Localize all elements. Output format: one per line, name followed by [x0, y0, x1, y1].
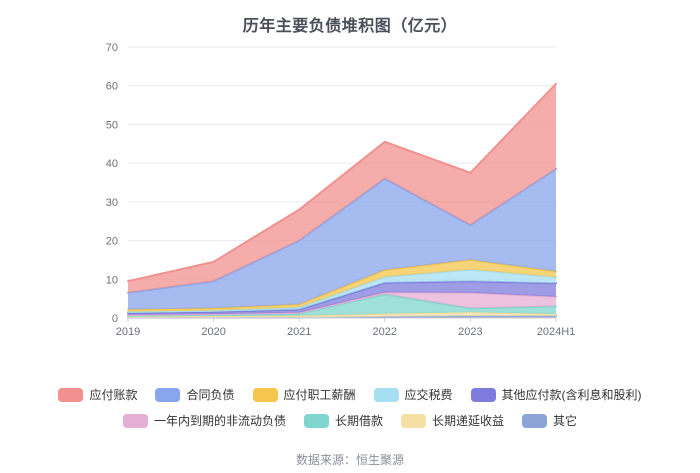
legend-item[interactable]: 长期借款 — [303, 412, 383, 429]
legend-marker — [522, 413, 548, 428]
area-top-line — [127, 258, 557, 311]
legend-item[interactable]: 一年内到期的非流动负债 — [122, 412, 286, 429]
legend-marker — [155, 387, 181, 402]
y-axis-label: 40 — [106, 158, 118, 170]
area-band — [128, 281, 556, 315]
legend-label: 应付职工薪酬 — [283, 388, 356, 402]
legend-item[interactable]: 其它 — [522, 412, 577, 429]
area-band — [128, 292, 556, 316]
y-axis-label: 50 — [106, 119, 118, 131]
legend-label: 应交税费 — [404, 388, 453, 402]
y-axis-label: 70 — [106, 42, 118, 54]
x-axis-label: 2022 — [373, 326, 397, 338]
data-source: 数据来源：恒生聚源 — [295, 453, 404, 467]
y-axis-label: 30 — [106, 197, 118, 209]
area-band — [128, 294, 556, 317]
legend-row: 一年内到期的非流动负债 长期借款 长期递延收益 其它 — [122, 412, 577, 429]
legend-marker — [303, 413, 329, 428]
legend-marker — [470, 387, 496, 402]
area-band — [128, 269, 556, 313]
legend-label: 一年内到期的非流动负债 — [153, 414, 286, 428]
legend-label: 长期借款 — [334, 414, 383, 428]
y-axis-label: 0 — [112, 313, 118, 325]
legend-item[interactable]: 合同负债 — [155, 386, 235, 403]
legend-label: 其它 — [553, 414, 578, 428]
legend-item[interactable]: 应付职工薪酬 — [252, 386, 356, 403]
legend-item[interactable]: 其他应付款(含利息和股利) — [470, 386, 642, 403]
x-axis-label: 2021 — [287, 326, 311, 338]
y-axis-label: 20 — [106, 236, 118, 248]
chart-title: 历年主要负债堆积图（亿元） — [242, 18, 458, 35]
x-axis-label: 2024H1 — [537, 326, 576, 338]
chart-svg: 0 10 20 30 40 50 60 70 2019 2020 2021 2022 2023 2024H… — [106, 42, 576, 338]
x-axis-label: 2020 — [201, 326, 225, 338]
legend-label: 长期递延收益 — [432, 414, 505, 428]
y-axis-label: 10 — [106, 274, 118, 286]
legend-item[interactable]: 应付账款 — [58, 386, 137, 403]
legend: 应付账款 合同负债 应付职工薪酬 应交税费 其他应付款(含利息和股利) 一年内到期的非流动… — [0, 386, 700, 429]
legend-item[interactable]: 应交税费 — [373, 386, 453, 403]
legend-marker — [252, 387, 278, 402]
y-axis-label: 60 — [106, 81, 118, 93]
area-top-line — [127, 82, 557, 283]
legend-marker — [58, 387, 84, 402]
legend-item[interactable]: 长期递延收益 — [401, 412, 504, 429]
x-axis-label: 2023 — [458, 326, 482, 338]
legend-label: 合同负债 — [186, 388, 235, 402]
area-band — [128, 83, 556, 293]
legend-marker — [373, 387, 399, 402]
legend-marker — [401, 413, 426, 428]
x-axis-label: 2019 — [116, 326, 140, 338]
legend-marker — [122, 413, 148, 428]
area-band — [128, 168, 556, 310]
legend-label: 应付账款 — [89, 388, 138, 402]
legend-label: 其他应付款(含利息和股利) — [501, 388, 642, 402]
legend-row: 应付账款 合同负债 应付职工薪酬 应交税费 其他应付款(含利息和股利) — [58, 386, 642, 403]
